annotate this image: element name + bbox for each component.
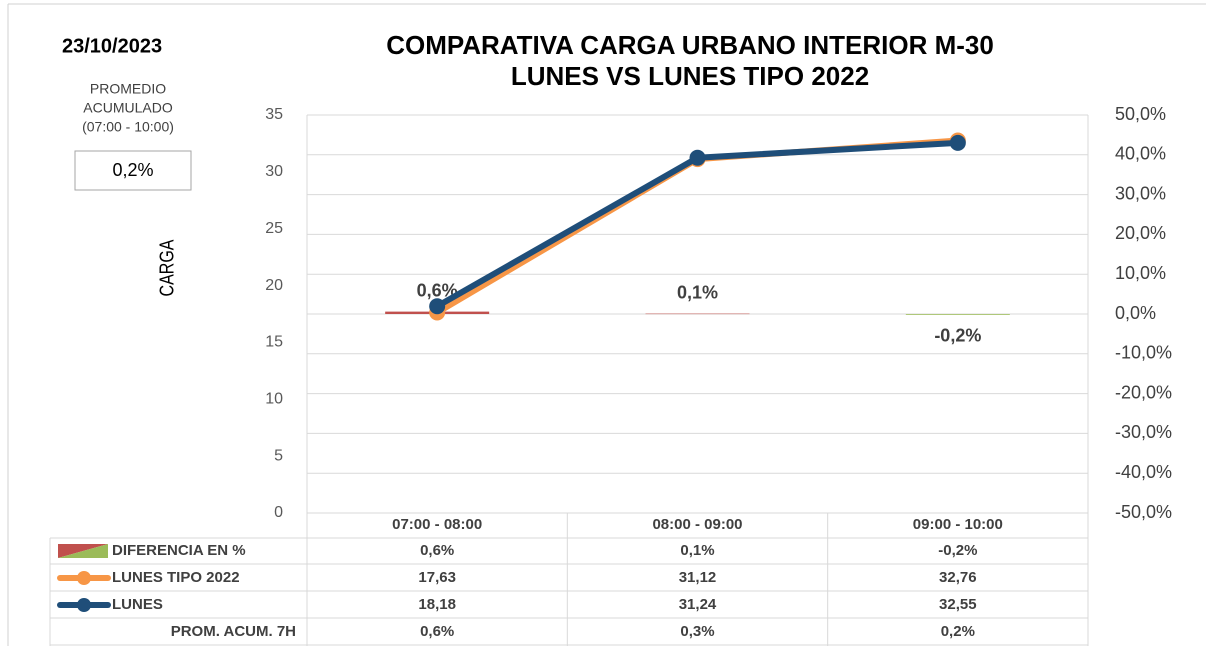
y-axis-label: CARGA (156, 239, 178, 297)
table-cell: 0,1% (680, 542, 714, 559)
marker (949, 134, 966, 151)
bar (905, 314, 1010, 315)
legend-key (77, 571, 91, 585)
summary-value: 0,2% (112, 160, 153, 180)
table-cell: 0,6% (420, 623, 454, 640)
bar (645, 313, 750, 315)
y-tick-label: 20 (265, 277, 283, 294)
table-cell: 31,24 (679, 596, 717, 613)
x-tick-label: 08:00 - 09:00 (652, 516, 742, 533)
x-tick-label: 09:00 - 10:00 (913, 516, 1003, 533)
y2-tick-label: -10,0% (1115, 343, 1172, 363)
y-tick-label: 25 (265, 220, 283, 237)
y-tick-label: 30 (265, 163, 283, 180)
table-cell: 31,12 (679, 569, 717, 586)
table-cell: 0,3% (680, 623, 714, 640)
summary-label: ACUMULADO (83, 100, 173, 116)
y2-tick-label: -50,0% (1115, 502, 1172, 522)
y2-tick-label: -40,0% (1115, 462, 1172, 482)
y-tick-label: 10 (265, 391, 283, 408)
y-tick-label: 35 (265, 106, 283, 123)
table-cell: 0,6% (420, 542, 454, 559)
summary-box (74, 150, 192, 191)
marker (429, 298, 446, 315)
summary-label: PROMEDIO (90, 81, 166, 97)
y2-tick-label: -20,0% (1115, 382, 1172, 402)
data-label: 0,1% (677, 282, 718, 302)
date: 23/10/2023 (62, 35, 162, 57)
y2-tick-label: 40,0% (1115, 144, 1166, 164)
y-tick-label: 5 (274, 447, 283, 464)
legend-key (77, 598, 91, 612)
y-tick-label: 15 (265, 334, 283, 351)
chart-title: LUNES VS LUNES TIPO 2022 (511, 61, 869, 91)
y2-tick-label: -30,0% (1115, 422, 1172, 442)
table-cell: 32,76 (939, 569, 977, 586)
table-cell: 32,55 (939, 596, 977, 613)
table-cell: -0,2% (938, 542, 977, 559)
legend-label: LUNES TIPO 2022 (112, 569, 240, 586)
legend-label: DIFERENCIA EN % (112, 542, 246, 559)
legend-label: LUNES (112, 596, 163, 613)
table-cell: 17,63 (418, 569, 456, 586)
marker (689, 149, 706, 166)
y2-tick-label: 50,0% (1115, 104, 1166, 124)
y2-tick-label: 10,0% (1115, 263, 1166, 283)
legend-key (58, 544, 108, 558)
chart-title: COMPARATIVA CARGA URBANO INTERIOR M-30 (386, 30, 994, 60)
data-label: -0,2% (934, 326, 981, 346)
y2-tick-label: 30,0% (1115, 183, 1166, 203)
x-tick-label: 07:00 - 08:00 (392, 516, 482, 533)
table-cell: 0,2% (941, 623, 975, 640)
table-cell: 18,18 (418, 596, 456, 613)
y2-tick-label: 0,0% (1115, 303, 1156, 323)
summary-label: (07:00 - 10:00) (82, 119, 174, 135)
y2-tick-label: 20,0% (1115, 223, 1166, 243)
y-tick-label: 0 (274, 504, 283, 521)
legend-label: PROM. ACUM. 7H (171, 623, 296, 640)
data-label: 0,6% (417, 280, 458, 300)
